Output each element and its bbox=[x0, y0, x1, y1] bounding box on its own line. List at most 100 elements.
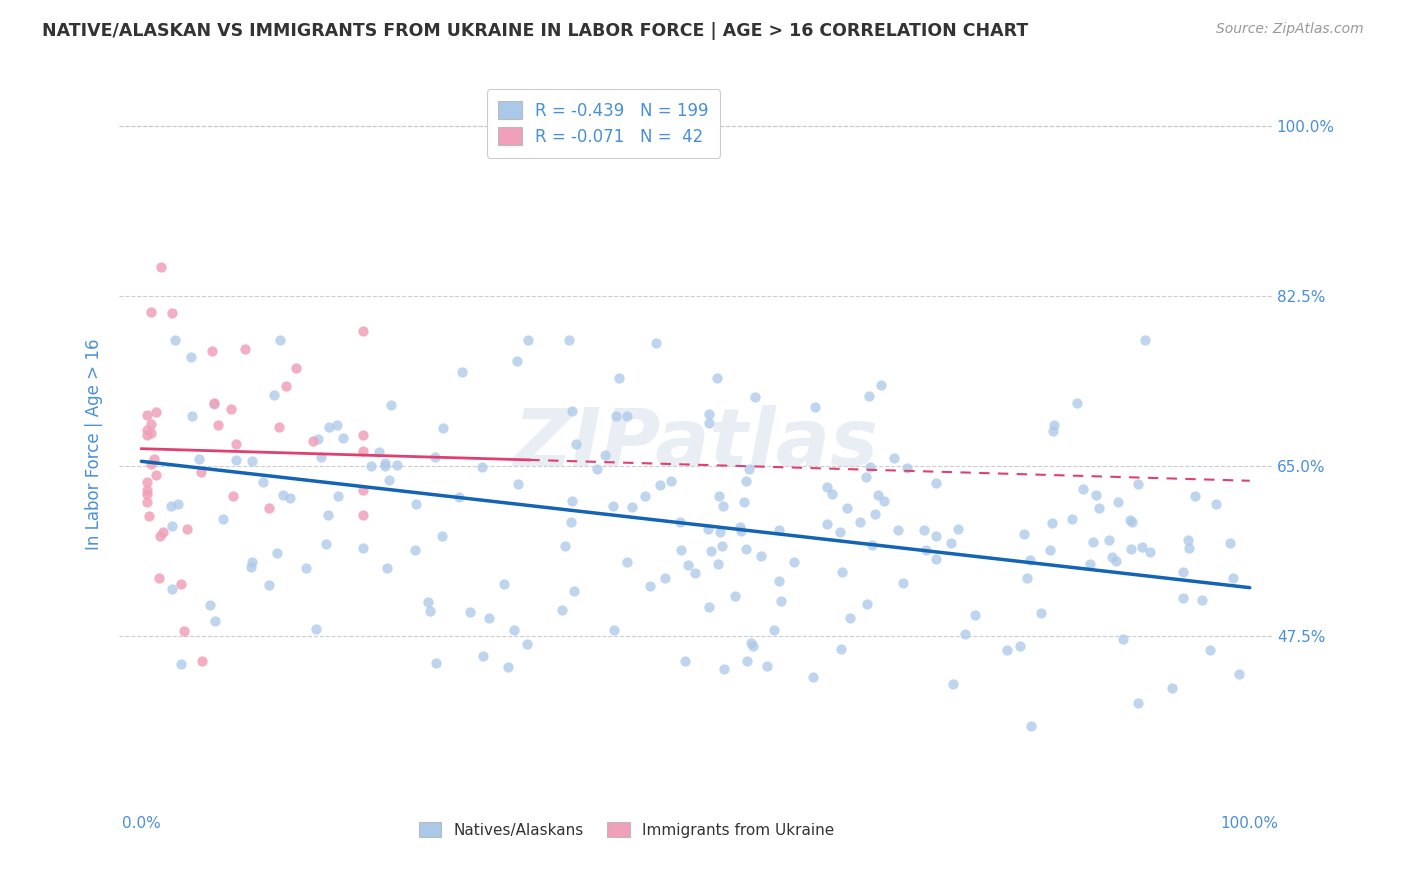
Point bbox=[860, 538, 883, 552]
Point bbox=[1019, 553, 1042, 567]
Point bbox=[380, 398, 402, 412]
Point bbox=[1071, 482, 1094, 496]
Point bbox=[560, 515, 582, 529]
Point bbox=[166, 497, 188, 511]
Point bbox=[375, 561, 398, 575]
Point bbox=[654, 571, 676, 585]
Point bbox=[697, 407, 720, 421]
Point bbox=[830, 641, 852, 656]
Point bbox=[352, 483, 374, 497]
Point bbox=[285, 361, 308, 376]
Point bbox=[939, 536, 962, 550]
Point bbox=[222, 489, 245, 503]
Point bbox=[735, 654, 758, 668]
Point bbox=[763, 623, 786, 637]
Point bbox=[744, 390, 766, 404]
Point bbox=[259, 578, 281, 592]
Point bbox=[311, 450, 333, 464]
Point bbox=[859, 460, 882, 475]
Point bbox=[139, 457, 162, 471]
Point bbox=[673, 654, 696, 668]
Point bbox=[1105, 554, 1128, 568]
Point bbox=[165, 333, 187, 347]
Point bbox=[710, 539, 733, 553]
Point bbox=[207, 417, 229, 432]
Point bbox=[659, 474, 682, 488]
Point bbox=[749, 549, 772, 563]
Point bbox=[385, 458, 408, 472]
Point bbox=[204, 614, 226, 628]
Point bbox=[1042, 424, 1064, 438]
Point bbox=[1171, 565, 1194, 579]
Point bbox=[915, 543, 938, 558]
Point bbox=[136, 483, 159, 497]
Text: NATIVE/ALASKAN VS IMMIGRANTS FROM UKRAINE IN LABOR FORCE | AGE > 16 CORRELATION : NATIVE/ALASKAN VS IMMIGRANTS FROM UKRAIN… bbox=[42, 22, 1028, 40]
Point bbox=[669, 515, 692, 529]
Point bbox=[697, 522, 720, 536]
Point bbox=[603, 623, 626, 637]
Point bbox=[783, 555, 806, 569]
Point bbox=[169, 576, 191, 591]
Point bbox=[202, 397, 225, 411]
Point bbox=[1080, 557, 1102, 571]
Point bbox=[374, 456, 396, 470]
Point bbox=[551, 602, 574, 616]
Point bbox=[735, 541, 758, 556]
Point bbox=[669, 543, 692, 558]
Point bbox=[423, 450, 446, 464]
Point bbox=[638, 579, 661, 593]
Point bbox=[1161, 681, 1184, 695]
Legend: Natives/Alaskans, Immigrants from Ukraine: Natives/Alaskans, Immigrants from Ukrain… bbox=[412, 815, 841, 844]
Point bbox=[352, 508, 374, 522]
Point bbox=[233, 342, 256, 356]
Point bbox=[1119, 541, 1142, 556]
Point bbox=[648, 478, 671, 492]
Point bbox=[562, 584, 585, 599]
Point bbox=[225, 453, 247, 467]
Point bbox=[1088, 501, 1111, 516]
Point bbox=[883, 450, 905, 465]
Point bbox=[276, 378, 298, 392]
Point bbox=[1060, 512, 1083, 526]
Point bbox=[586, 461, 609, 475]
Point bbox=[139, 305, 162, 319]
Point bbox=[352, 541, 374, 555]
Point bbox=[1019, 719, 1042, 733]
Point bbox=[821, 487, 844, 501]
Point bbox=[360, 459, 382, 474]
Point bbox=[315, 537, 337, 551]
Point bbox=[558, 333, 581, 347]
Point bbox=[1039, 543, 1062, 558]
Point bbox=[768, 523, 790, 537]
Point bbox=[148, 571, 170, 585]
Point bbox=[145, 467, 167, 482]
Point bbox=[136, 495, 159, 509]
Point bbox=[173, 624, 195, 639]
Point bbox=[316, 508, 339, 522]
Point bbox=[257, 501, 280, 516]
Point bbox=[730, 524, 752, 538]
Point bbox=[405, 496, 427, 510]
Point bbox=[352, 443, 374, 458]
Point bbox=[1101, 549, 1123, 564]
Point bbox=[1128, 697, 1150, 711]
Point bbox=[634, 489, 657, 503]
Point bbox=[149, 529, 172, 543]
Point bbox=[711, 500, 734, 514]
Point bbox=[621, 500, 644, 514]
Text: Source: ZipAtlas.com: Source: ZipAtlas.com bbox=[1216, 22, 1364, 37]
Point bbox=[460, 605, 482, 619]
Point bbox=[738, 461, 761, 475]
Point bbox=[838, 611, 860, 625]
Point bbox=[963, 607, 986, 622]
Point bbox=[709, 525, 731, 540]
Point bbox=[724, 589, 747, 603]
Point bbox=[1205, 497, 1227, 511]
Point bbox=[1043, 417, 1066, 432]
Point bbox=[801, 670, 824, 684]
Point bbox=[374, 458, 396, 473]
Point bbox=[1119, 513, 1142, 527]
Point bbox=[713, 662, 735, 676]
Point bbox=[191, 654, 214, 668]
Point bbox=[136, 486, 159, 500]
